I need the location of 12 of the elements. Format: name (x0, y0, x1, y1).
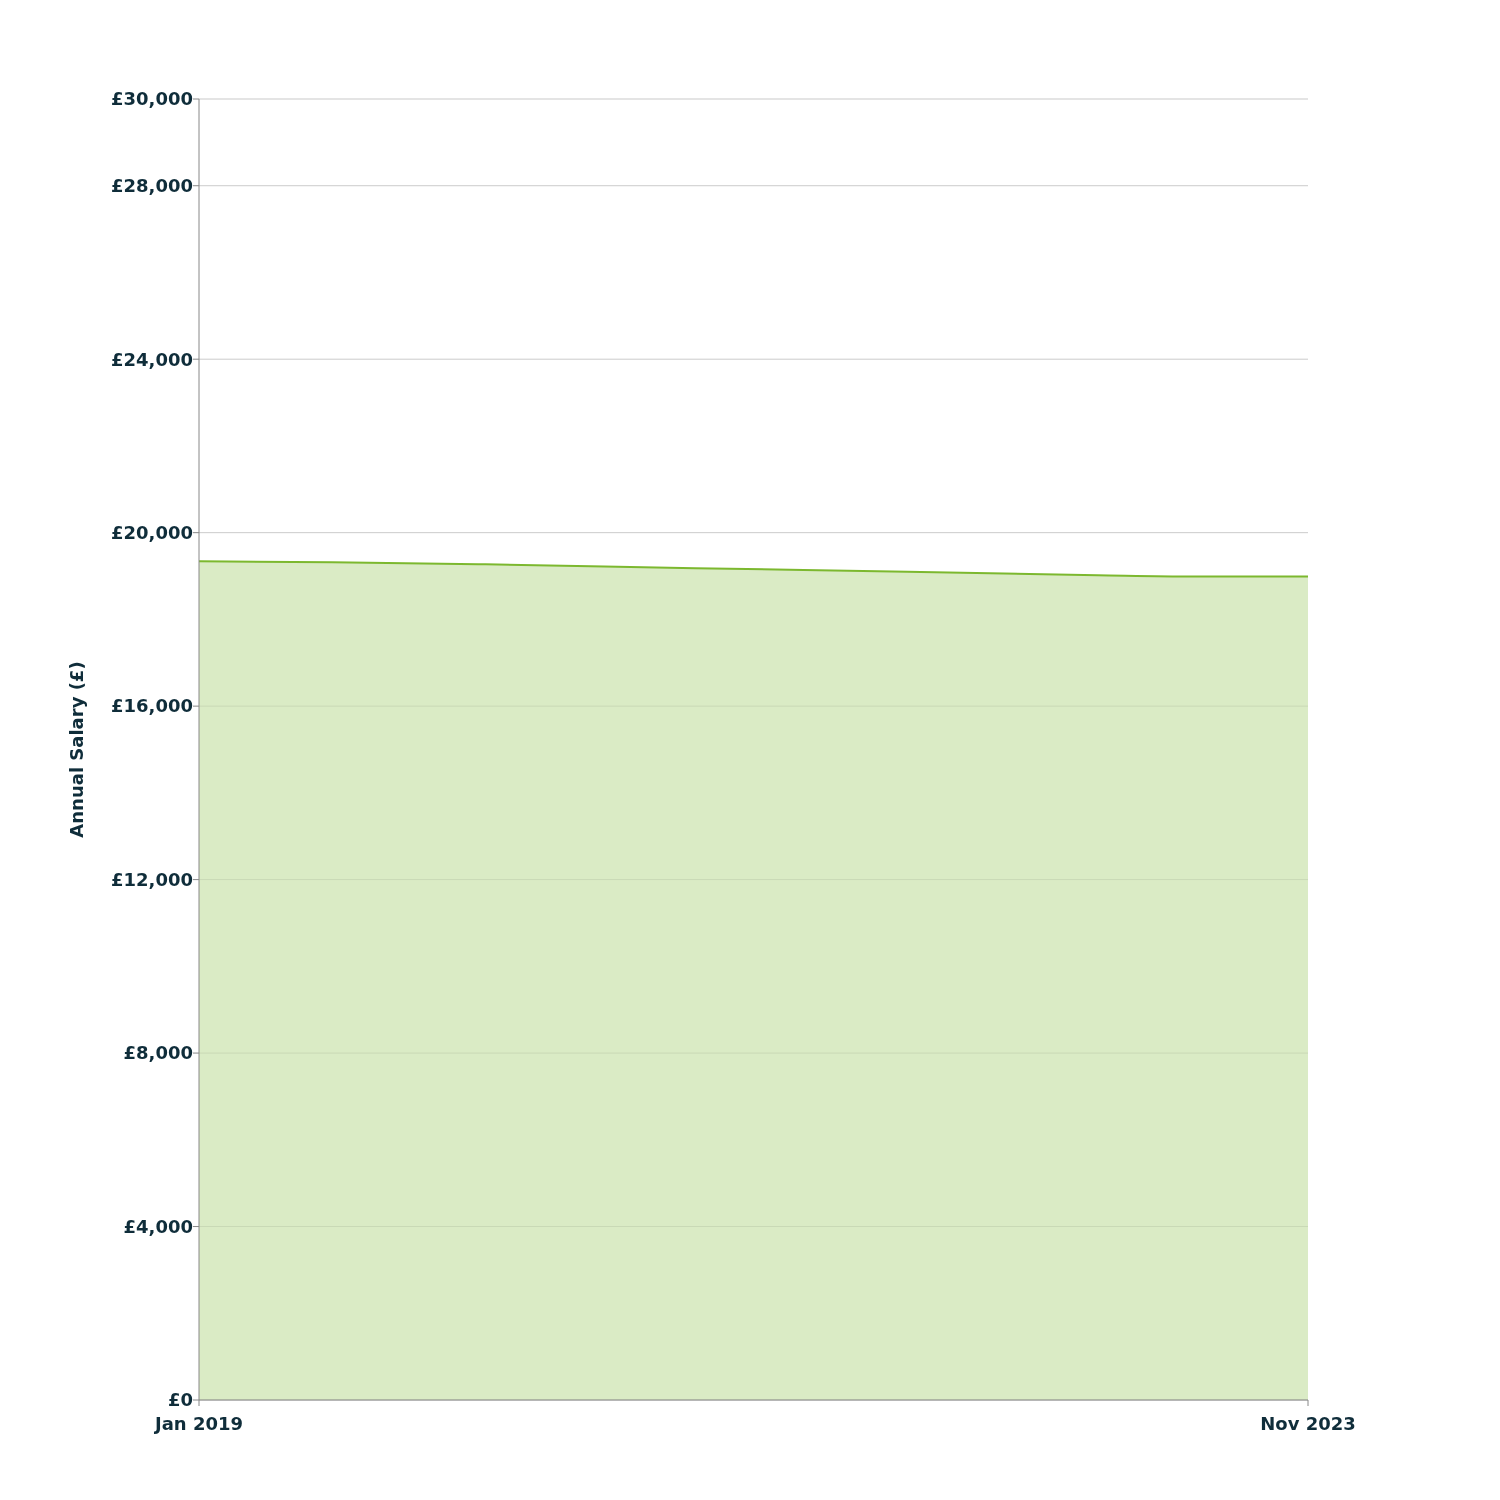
y-tick-label: £24,000 (111, 348, 193, 370)
y-tick-label: £30,000 (111, 88, 193, 110)
y-tick-label: £4,000 (123, 1215, 193, 1237)
y-tick-label: £28,000 (111, 175, 193, 197)
y-axis-title: Annual Salary (£) (66, 661, 87, 838)
y-tick-label: £8,000 (123, 1042, 193, 1064)
x-tick-label: Jan 2019 (152, 1413, 244, 1434)
y-tick-label: £20,000 (111, 521, 193, 543)
y-tick-label: £16,000 (111, 695, 193, 717)
x-tick-label: Nov 2023 (1260, 1413, 1356, 1434)
y-tick-label: £0 (167, 1389, 193, 1411)
y-tick-label: £12,000 (111, 868, 193, 890)
